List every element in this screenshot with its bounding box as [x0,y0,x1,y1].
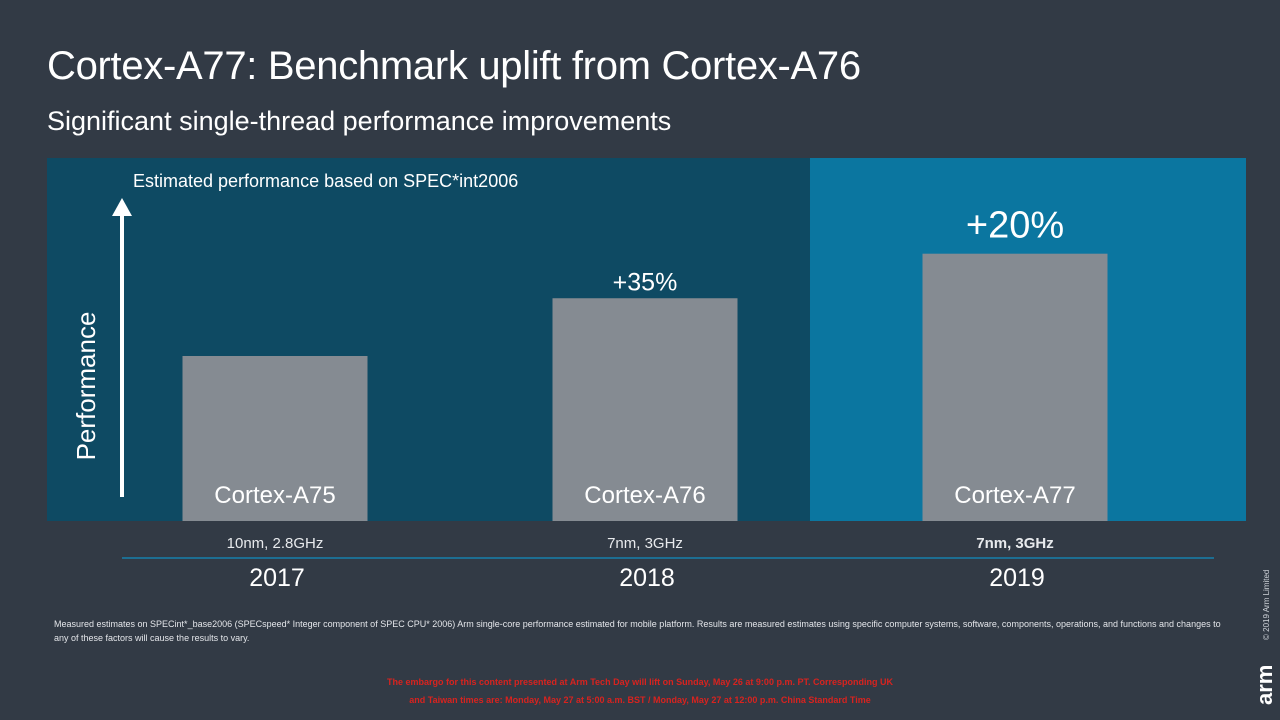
year-label: 2018 [619,564,675,592]
arrow-up-icon [112,198,132,216]
chart-title: Estimated performance based on SPEC*int2… [133,171,518,191]
bar-cortex-a75 [182,356,368,521]
slide-subtitle: Significant single-thread performance im… [47,106,672,136]
footnote: Measured estimates on SPECint*_base2006 … [54,619,1221,643]
year-label: 2017 [249,564,305,592]
arm-logo: arm [1252,664,1277,705]
year-label: 2019 [989,564,1045,592]
data-label: +20% [966,205,1064,247]
y-axis-label: Performance [71,312,101,461]
embargo-line-2: and Taiwan times are: Monday, May 27 at … [409,695,871,705]
process-label: 7nm, 3GHz [607,535,683,552]
bar-label: Cortex-A77 [954,482,1075,509]
bar-label: Cortex-A76 [584,482,705,509]
slide-title: Cortex-A77: Benchmark uplift from Cortex… [47,44,861,88]
bar-label: Cortex-A75 [214,482,335,509]
process-label: 7nm, 3GHz [976,535,1054,552]
embargo-notice: The embargo for this content presented a… [290,673,990,709]
copyright-notice: © 2019 Arm Limited [1262,569,1271,640]
process-label: 10nm, 2.8GHz [227,535,324,552]
data-label: +35% [613,268,678,296]
bar-cortex-a76 [552,298,738,521]
bar-cortex-a77 [922,253,1108,521]
embargo-line-1: The embargo for this content presented a… [387,677,893,687]
